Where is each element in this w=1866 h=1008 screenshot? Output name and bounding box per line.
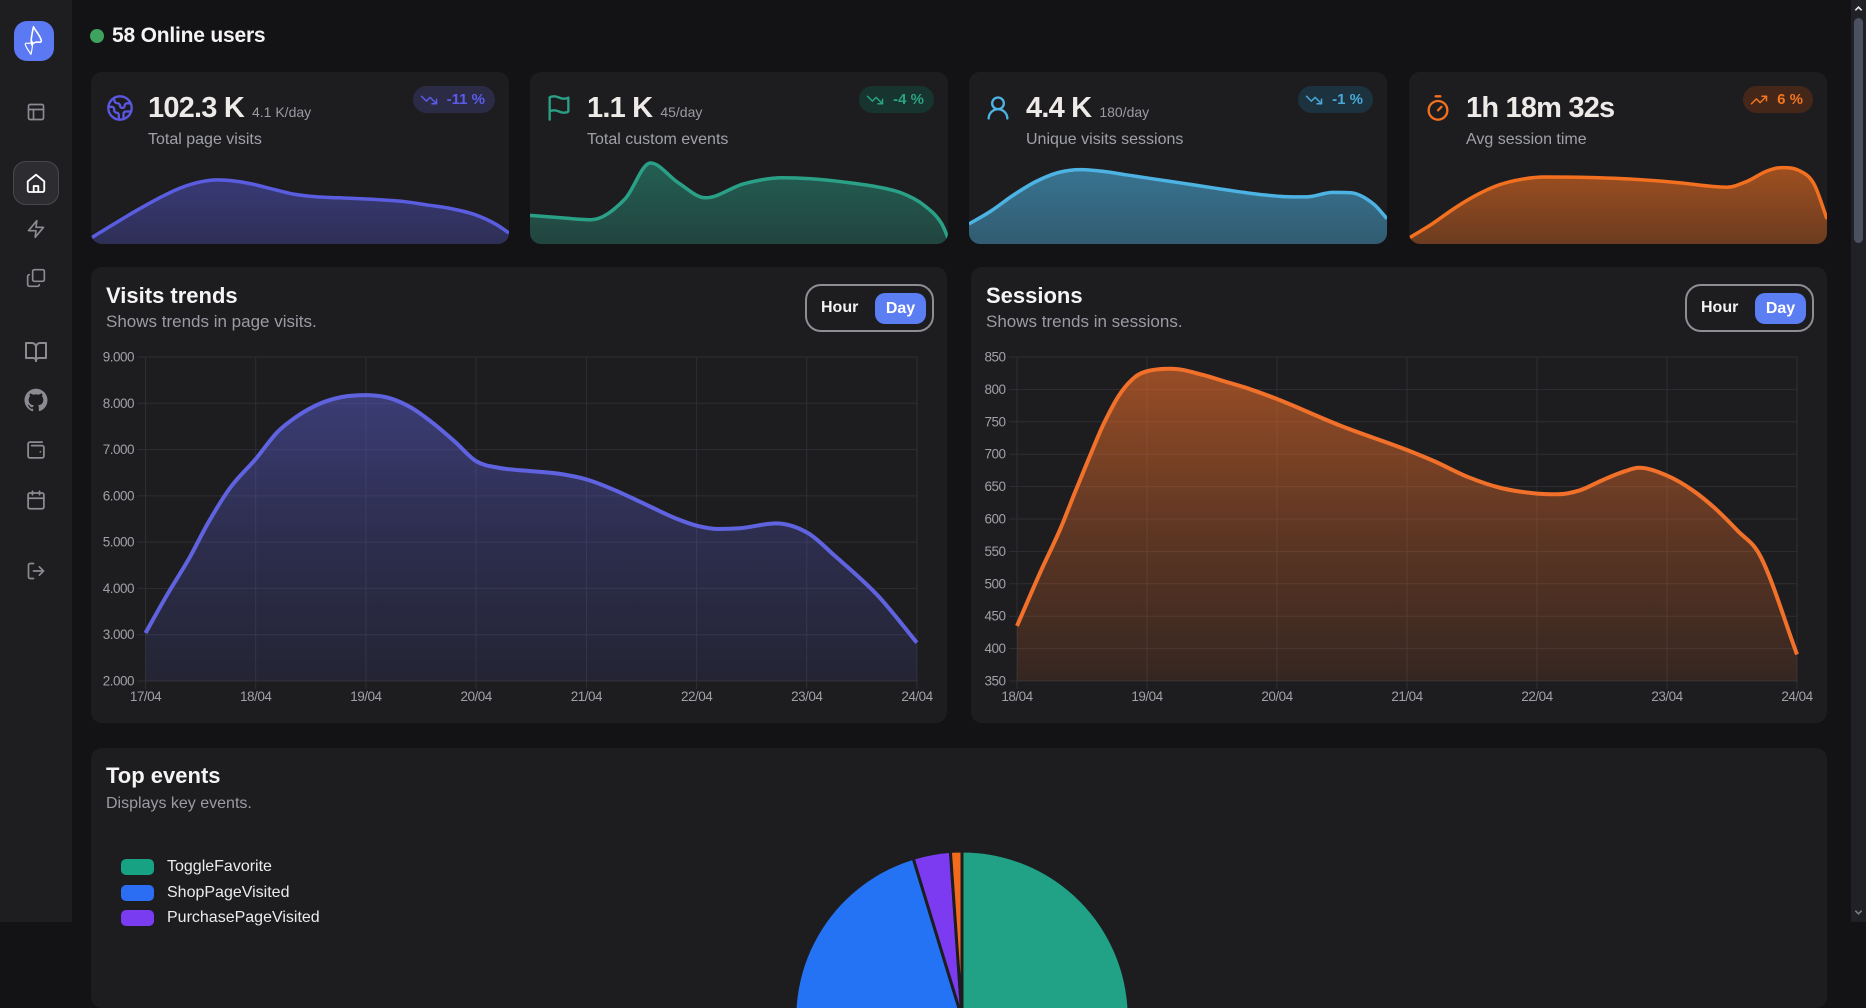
svg-text:8.000: 8.000 <box>103 396 134 411</box>
svg-text:6.000: 6.000 <box>103 488 134 503</box>
svg-text:550: 550 <box>984 544 1005 559</box>
svg-text:21/04: 21/04 <box>571 689 603 704</box>
svg-text:22/04: 22/04 <box>681 689 713 704</box>
svg-text:850: 850 <box>984 350 1005 365</box>
svg-text:2.000: 2.000 <box>103 674 134 689</box>
svg-text:5.000: 5.000 <box>103 535 134 550</box>
svg-text:9.000: 9.000 <box>103 350 134 365</box>
svg-text:20/04: 20/04 <box>460 689 492 704</box>
svg-text:19/04: 19/04 <box>350 689 382 704</box>
svg-text:20/04: 20/04 <box>1261 689 1293 704</box>
svg-text:23/04: 23/04 <box>1651 689 1683 704</box>
svg-text:21/04: 21/04 <box>1391 689 1423 704</box>
svg-text:800: 800 <box>984 382 1005 397</box>
svg-text:22/04: 22/04 <box>1521 689 1553 704</box>
svg-text:750: 750 <box>984 414 1005 429</box>
svg-text:19/04: 19/04 <box>1131 689 1163 704</box>
svg-text:24/04: 24/04 <box>901 689 933 704</box>
svg-text:500: 500 <box>984 576 1005 591</box>
svg-text:24/04: 24/04 <box>1781 689 1813 704</box>
svg-text:17/04: 17/04 <box>130 689 162 704</box>
svg-text:3.000: 3.000 <box>103 627 134 642</box>
svg-text:7.000: 7.000 <box>103 442 134 457</box>
svg-text:400: 400 <box>984 641 1005 656</box>
svg-text:23/04: 23/04 <box>791 689 823 704</box>
svg-text:700: 700 <box>984 447 1005 462</box>
svg-text:600: 600 <box>984 512 1005 527</box>
svg-text:350: 350 <box>984 674 1005 689</box>
svg-text:450: 450 <box>984 609 1005 624</box>
svg-text:650: 650 <box>984 479 1005 494</box>
svg-text:18/04: 18/04 <box>1001 689 1033 704</box>
svg-text:18/04: 18/04 <box>240 689 272 704</box>
svg-text:4.000: 4.000 <box>103 581 134 596</box>
